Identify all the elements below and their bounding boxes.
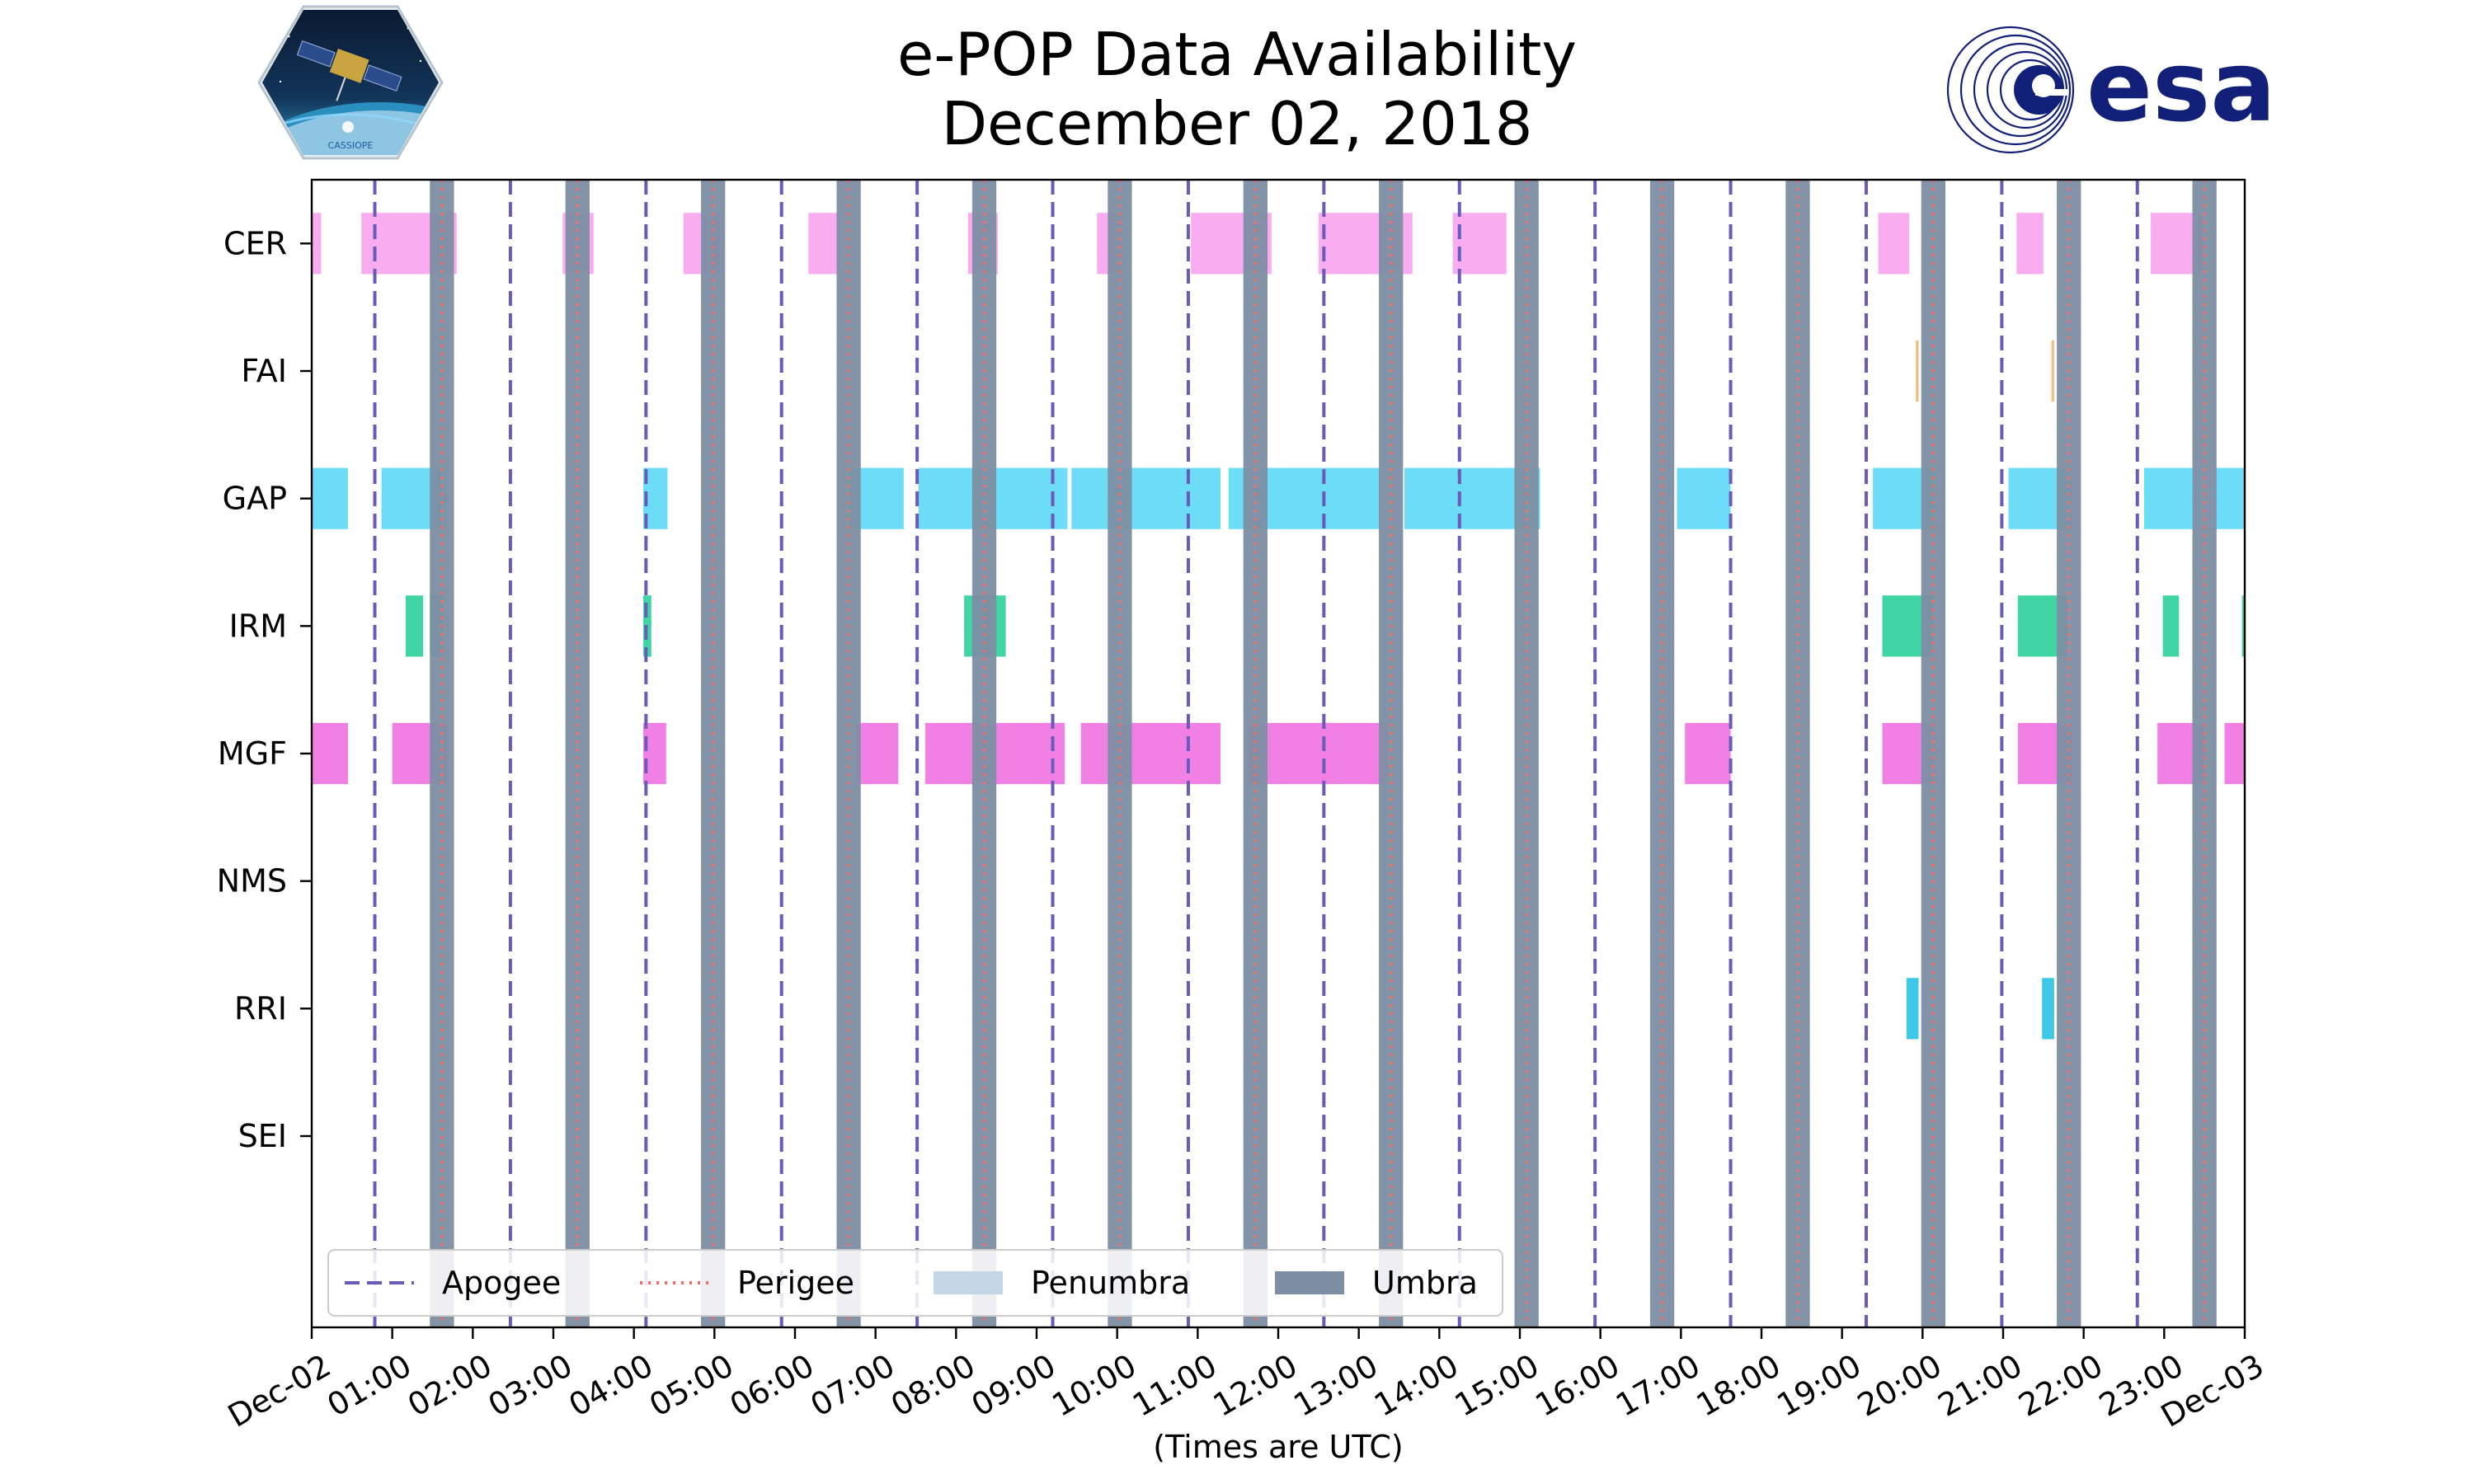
x-tick-label: 01:00 (321, 1347, 417, 1424)
umbra-band (1649, 180, 1675, 1327)
legend-label-penumbra: Penumbra (1031, 1265, 1190, 1301)
x-tick-label: 03:00 (482, 1347, 579, 1424)
legend-box (327, 1249, 1503, 1317)
availability-bar-irm (405, 595, 424, 657)
y-tick-label: GAP (223, 481, 287, 517)
umbra-band (1379, 180, 1404, 1327)
y-tick-label: SEI (238, 1118, 287, 1154)
x-axis-label: (Times are UTC) (1153, 1429, 1403, 1465)
esa-logo-text: esa (2086, 30, 2276, 143)
availability-bar-rri (1906, 978, 1919, 1040)
availability-bar-cer (312, 213, 322, 275)
chart-title-line-2: December 02, 2018 (941, 89, 1533, 158)
availability-bar-irm (2241, 595, 2245, 657)
availability-bar-cer (808, 213, 840, 275)
legend-swatch-penumbra (934, 1271, 1003, 1294)
x-tick-label: Dec-02 (222, 1347, 336, 1435)
x-tick-label: 06:00 (724, 1347, 821, 1424)
esa-logo: esa (1946, 26, 2276, 154)
umbra-band (1243, 180, 1268, 1327)
legend-label-apogee: Apogee (442, 1265, 561, 1301)
y-tick-label: NMS (217, 863, 287, 899)
availability-bar-mgf (312, 722, 348, 785)
x-tick-label: 11:00 (1126, 1347, 1223, 1424)
y-tick-label: CER (223, 225, 287, 261)
x-tick-label: 10:00 (1046, 1347, 1142, 1424)
availability-bar-cer (2016, 213, 2044, 275)
umbra-band (2057, 180, 2081, 1327)
x-tick-label: 12:00 (1207, 1347, 1304, 1424)
availability-bar-gap (312, 467, 348, 529)
umbra-band (2192, 180, 2217, 1327)
availability-bar-gap (2143, 467, 2201, 529)
x-tick-label: 22:00 (2012, 1347, 2109, 1424)
x-tick-label: 05:00 (643, 1347, 740, 1424)
legend: Apogee Perigee Penumbra Umbra (327, 1249, 1503, 1317)
availability-bars (312, 213, 2245, 1040)
y-tick-label: FAI (241, 353, 287, 389)
availability-bar-fai (2051, 340, 2054, 402)
availability-bar-mgf (1249, 722, 1387, 785)
x-tick-label: 21:00 (1932, 1347, 2029, 1424)
x-tick-label: 16:00 (1529, 1347, 1625, 1424)
cassiope-logo-text: CASSIOPE (328, 140, 374, 151)
y-tick-label: IRM (229, 608, 287, 644)
x-tick-label: 04:00 (562, 1347, 659, 1424)
legend-label-perigee: Perigee (737, 1265, 854, 1301)
availability-bar-gap (1677, 467, 1731, 529)
x-axis: Dec-0201:0002:0003:0004:0005:0006:0007:0… (222, 1327, 2270, 1435)
umbra-band (836, 180, 861, 1327)
umbra-band (430, 180, 454, 1327)
availability-bar-mgf (855, 722, 899, 785)
availability-bar-mgf (1080, 722, 1221, 785)
x-tick-label: 18:00 (1691, 1347, 1787, 1424)
y-tick-label: RRI (234, 990, 287, 1026)
availability-bar-gap (1071, 467, 1221, 529)
umbra-band (1921, 180, 1946, 1327)
x-tick-label: 17:00 (1610, 1347, 1706, 1424)
chart-title-line-1: e-POP Data Availability (897, 20, 1577, 89)
umbra-band (701, 180, 726, 1327)
umbra-band (1514, 180, 1539, 1327)
y-axis: CER FAI GAP IRM MGF NMS RRI SEI (217, 225, 312, 1154)
availability-bar-mgf (643, 722, 666, 785)
availability-bar-rri (2042, 978, 2054, 1040)
umbra-band (565, 180, 590, 1327)
y-tick-label: MGF (218, 735, 287, 772)
x-tick-label: 02:00 (402, 1347, 498, 1424)
availability-bar-fai (1916, 340, 1919, 402)
availability-bar-cer (1878, 213, 1910, 275)
availability-bar-irm (2162, 595, 2180, 657)
availability-bar-mgf (1685, 722, 1731, 785)
orbit-event-lines (373, 180, 2206, 1327)
availability-bar-gap (2215, 467, 2245, 529)
x-tick-label: 19:00 (1771, 1347, 1867, 1424)
x-tick-label: 08:00 (885, 1347, 981, 1424)
cassiope-logo: CASSIOPE (257, 5, 444, 160)
availability-bar-cer (1452, 213, 1507, 275)
umbra-band (1108, 180, 1132, 1327)
availability-bar-mgf (2224, 722, 2245, 785)
x-tick-label: 07:00 (804, 1347, 901, 1424)
legend-label-umbra: Umbra (1372, 1265, 1478, 1301)
umbra-band (1785, 180, 1810, 1327)
legend-swatch-umbra (1275, 1271, 1344, 1294)
x-tick-label: 13:00 (1287, 1347, 1384, 1424)
x-tick-label: 20:00 (1851, 1347, 1948, 1424)
umbra-band (971, 180, 997, 1327)
x-tick-label: 09:00 (966, 1347, 1062, 1424)
x-tick-label: 15:00 (1449, 1347, 1545, 1424)
x-tick-label: 14:00 (1368, 1347, 1465, 1424)
